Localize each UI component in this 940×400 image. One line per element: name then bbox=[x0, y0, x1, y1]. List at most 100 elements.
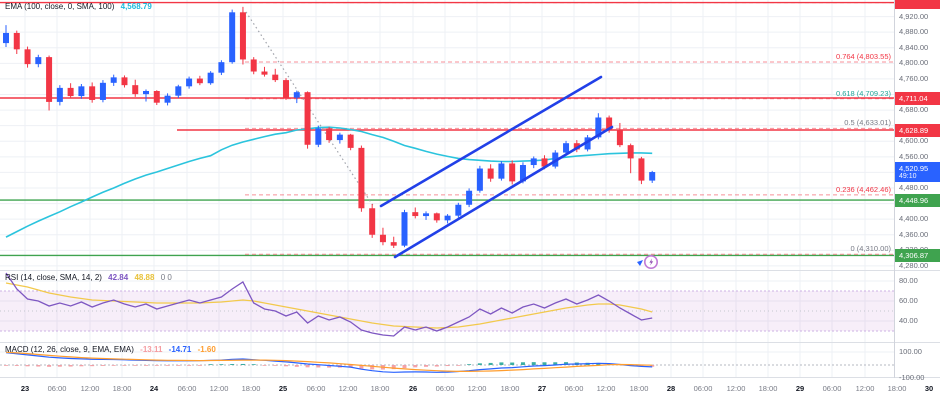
candle[interactable] bbox=[466, 190, 473, 205]
candle[interactable] bbox=[412, 212, 419, 217]
time-axis-label[interactable]: 06:00 bbox=[564, 384, 584, 393]
candle[interactable] bbox=[272, 74, 279, 81]
candle[interactable] bbox=[433, 213, 440, 221]
candle[interactable] bbox=[218, 62, 225, 73]
time-axis-day-label[interactable]: 28 bbox=[666, 384, 676, 393]
candles-layer[interactable] bbox=[3, 6, 656, 248]
time-axis-label[interactable]: 06:00 bbox=[177, 384, 197, 393]
candle[interactable] bbox=[164, 95, 171, 103]
candle[interactable] bbox=[132, 85, 139, 95]
candle[interactable] bbox=[24, 49, 31, 65]
dotted-trendline[interactable] bbox=[245, 11, 375, 208]
time-axis-day-label[interactable]: 30 bbox=[924, 384, 934, 393]
time-axis-label[interactable]: 06:00 bbox=[47, 384, 67, 393]
time-axis[interactable]: 23 06:00 12:00 18:00 24 06:00 12:00 18:00 25 06:0… bbox=[0, 378, 940, 400]
ema-line[interactable] bbox=[5, 126, 653, 238]
candle[interactable] bbox=[509, 163, 516, 182]
candle[interactable] bbox=[143, 91, 150, 95]
candle[interactable] bbox=[3, 32, 9, 44]
candle[interactable] bbox=[476, 168, 483, 191]
time-axis-label[interactable]: 18:00 bbox=[758, 384, 778, 393]
candle[interactable] bbox=[46, 57, 53, 102]
pane-separator[interactable] bbox=[0, 270, 940, 271]
candle[interactable] bbox=[315, 128, 322, 145]
time-axis-label[interactable]: 18:00 bbox=[629, 384, 649, 393]
time-axis-label[interactable]: 18:00 bbox=[370, 384, 390, 393]
candle[interactable] bbox=[239, 12, 246, 60]
time-axis-label[interactable]: 12:00 bbox=[855, 384, 875, 393]
rsi-line[interactable] bbox=[5, 272, 653, 337]
candle[interactable] bbox=[390, 242, 397, 246]
time-axis-label[interactable]: 12:00 bbox=[726, 384, 746, 393]
macd-legend[interactable]: MACD (12, 26, close, 9, EMA, EMA) -13.11… bbox=[5, 345, 220, 354]
time-axis-label[interactable]: 18:00 bbox=[887, 384, 907, 393]
time-axis-label[interactable]: 18:00 bbox=[112, 384, 132, 393]
candle[interactable] bbox=[336, 134, 343, 141]
candle[interactable] bbox=[541, 158, 548, 167]
candle[interactable] bbox=[638, 158, 645, 181]
candle[interactable] bbox=[67, 87, 74, 97]
candle[interactable] bbox=[487, 168, 494, 179]
time-axis-label[interactable]: 06:00 bbox=[435, 384, 455, 393]
candle[interactable] bbox=[369, 208, 376, 235]
candle[interactable] bbox=[401, 212, 408, 246]
candle[interactable] bbox=[530, 158, 537, 166]
candle[interactable] bbox=[519, 165, 526, 182]
candle[interactable] bbox=[186, 78, 193, 87]
candle[interactable] bbox=[207, 72, 214, 84]
candle[interactable] bbox=[649, 172, 656, 181]
candle[interactable] bbox=[196, 78, 203, 84]
pane-separator[interactable] bbox=[0, 342, 940, 343]
candle[interactable] bbox=[261, 71, 268, 75]
time-axis-day-label[interactable]: 24 bbox=[149, 384, 159, 393]
candle[interactable] bbox=[358, 147, 365, 209]
candle[interactable] bbox=[89, 86, 96, 100]
time-axis-label[interactable]: 12:00 bbox=[338, 384, 358, 393]
candle[interactable] bbox=[444, 215, 451, 221]
candle[interactable] bbox=[283, 80, 290, 98]
time-axis-label[interactable]: 06:00 bbox=[693, 384, 713, 393]
candle[interactable] bbox=[498, 163, 505, 179]
candle[interactable] bbox=[110, 77, 117, 83]
chart-sticker[interactable] bbox=[636, 253, 660, 277]
time-axis-label[interactable]: 12:00 bbox=[209, 384, 229, 393]
candle[interactable] bbox=[573, 143, 580, 150]
candle[interactable] bbox=[121, 77, 128, 86]
candle[interactable] bbox=[56, 87, 63, 102]
candle[interactable] bbox=[347, 134, 354, 148]
channel-line[interactable] bbox=[379, 75, 603, 208]
candle[interactable] bbox=[35, 57, 42, 65]
candle[interactable] bbox=[304, 92, 311, 145]
candle[interactable] bbox=[627, 145, 634, 159]
candle[interactable] bbox=[379, 234, 386, 243]
price-axis[interactable]: 4,920.00 4,880.00 4,840.00 4,800.00 4,760.00… bbox=[895, 0, 940, 382]
time-axis-day-label[interactable]: 29 bbox=[795, 384, 805, 393]
candle[interactable] bbox=[584, 137, 591, 150]
candle[interactable] bbox=[563, 143, 570, 153]
time-axis-day-label[interactable]: 23 bbox=[20, 384, 30, 393]
time-axis-day-label[interactable]: 26 bbox=[408, 384, 418, 393]
channel-line[interactable] bbox=[393, 125, 614, 259]
macd-signal-line[interactable] bbox=[5, 351, 653, 372]
candle[interactable] bbox=[78, 86, 85, 97]
candle[interactable] bbox=[455, 204, 462, 216]
time-axis-label[interactable]: 12:00 bbox=[80, 384, 100, 393]
time-axis-label[interactable]: 12:00 bbox=[467, 384, 487, 393]
candle[interactable] bbox=[13, 32, 20, 50]
time-axis-day-label[interactable]: 25 bbox=[278, 384, 288, 393]
ema-legend[interactable]: EMA (100, close, 0, SMA, 100) 4,568.79 bbox=[5, 2, 156, 11]
candle[interactable] bbox=[293, 92, 300, 98]
candle[interactable] bbox=[229, 12, 236, 63]
candle[interactable] bbox=[175, 86, 182, 96]
time-axis-label[interactable]: 06:00 bbox=[822, 384, 842, 393]
rsi-ma-line[interactable] bbox=[5, 282, 653, 329]
candle[interactable] bbox=[595, 117, 602, 138]
time-axis-label[interactable]: 12:00 bbox=[596, 384, 616, 393]
time-axis-label[interactable]: 18:00 bbox=[241, 384, 261, 393]
chart-canvas[interactable] bbox=[0, 0, 894, 378]
candle[interactable] bbox=[616, 130, 623, 146]
candle[interactable] bbox=[250, 59, 257, 72]
candle[interactable] bbox=[423, 213, 430, 217]
time-axis-label[interactable]: 18:00 bbox=[500, 384, 520, 393]
candle[interactable] bbox=[326, 128, 333, 141]
